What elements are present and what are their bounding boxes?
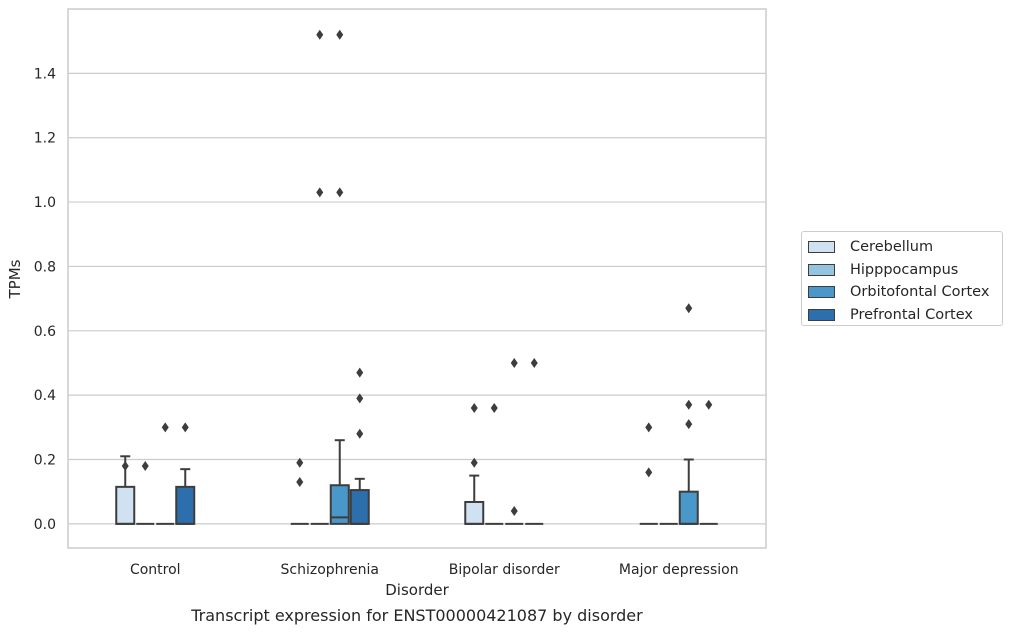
outlier-point — [685, 399, 693, 410]
y-tick-label: 0.2 — [34, 453, 56, 469]
outlier-point — [685, 303, 693, 314]
outlier-point — [356, 428, 364, 439]
x-axis-label: Disorder — [385, 581, 449, 599]
legend-item: Orbitofontal Cortex — [808, 281, 1002, 304]
outlier-point — [316, 29, 324, 40]
box — [464, 500, 485, 525]
box-element — [699, 399, 718, 525]
y-tick-label: 0.6 — [34, 324, 56, 340]
x-axis-ticks: Control Schizophrenia Bipolar disorder Majo… — [130, 562, 739, 578]
box — [329, 484, 350, 525]
box-element — [678, 303, 699, 525]
outlier-point — [336, 187, 344, 198]
series-group — [175, 357, 718, 525]
box-element — [505, 357, 524, 525]
outlier-point — [296, 457, 304, 468]
chart-caption: Transcript expression for ENST0000042108… — [191, 606, 643, 625]
y-tick-label: 1.0 — [34, 195, 56, 211]
box-element — [310, 29, 329, 525]
box-element — [156, 422, 175, 525]
legend-swatch — [808, 263, 835, 276]
box — [115, 485, 136, 525]
box-plot-series — [115, 29, 718, 525]
legend-label: Orbitofontal Cortex — [850, 284, 990, 301]
legend: Cerebellum Hipppocampus Orbitofontal Corte… — [801, 231, 1003, 326]
legend-label: Cerebellum — [850, 239, 934, 256]
outlier-point — [141, 460, 149, 471]
y-tick-label: 0.0 — [34, 517, 56, 533]
series-group — [136, 29, 678, 525]
legend-label: Prefrontal Cortex — [850, 306, 973, 323]
box-element — [464, 403, 485, 525]
outlier-point — [336, 29, 344, 40]
outlier-point — [685, 419, 693, 430]
box-element — [136, 460, 155, 525]
y-tick-label: 1.4 — [34, 66, 56, 82]
box-element — [115, 455, 136, 525]
outlier-point — [510, 505, 518, 516]
x-tick-label: Major depression — [619, 562, 739, 578]
series-group — [115, 403, 658, 525]
outlier-point — [470, 457, 478, 468]
box — [175, 485, 196, 525]
outlier-point — [316, 187, 324, 198]
outlier-point — [356, 367, 364, 378]
legend-label: Hipppocampus — [850, 261, 959, 278]
outlier-point — [161, 422, 169, 433]
x-tick-label: Bipolar disorder — [449, 562, 560, 578]
y-tick-label: 1.2 — [34, 131, 56, 147]
outlier-point — [645, 422, 653, 433]
legend-item: Cerebellum — [808, 236, 1002, 259]
outlier-point — [705, 399, 713, 410]
y-tick-label: 0.8 — [34, 259, 56, 275]
outlier-point — [510, 357, 518, 368]
legend-swatch — [808, 286, 835, 299]
box — [678, 490, 699, 525]
legend-item: Prefrontal Cortex — [808, 304, 1002, 327]
plot-frame — [67, 8, 767, 549]
y-tick-label: 0.4 — [34, 388, 56, 404]
outlier-point — [121, 460, 129, 471]
box-element — [175, 422, 196, 525]
box-element — [485, 403, 504, 525]
legend-swatch — [808, 241, 835, 254]
legend-swatch — [808, 308, 835, 321]
y-axis-label: TPMs — [6, 259, 24, 299]
gridlines — [68, 72, 766, 525]
box — [349, 489, 370, 525]
box-element — [525, 357, 544, 525]
box-element — [329, 29, 350, 525]
y-axis-ticks: 0.0 0.2 0.4 0.6 0.8 1.0 1.2 1.4 — [34, 66, 56, 533]
x-tick-label: Control — [130, 562, 181, 578]
outlier-point — [530, 357, 538, 368]
outlier-point — [490, 403, 498, 414]
box-element — [639, 422, 658, 525]
outlier-point — [470, 403, 478, 414]
x-tick-label: Schizophrenia — [281, 562, 379, 578]
outlier-point — [645, 467, 653, 478]
outlier-point — [181, 422, 189, 433]
series-group — [156, 29, 699, 525]
legend-item: Hipppocampus — [808, 259, 1002, 282]
outlier-point — [356, 393, 364, 404]
box-element — [349, 367, 370, 525]
box-element — [290, 457, 309, 525]
outlier-point — [296, 477, 304, 488]
